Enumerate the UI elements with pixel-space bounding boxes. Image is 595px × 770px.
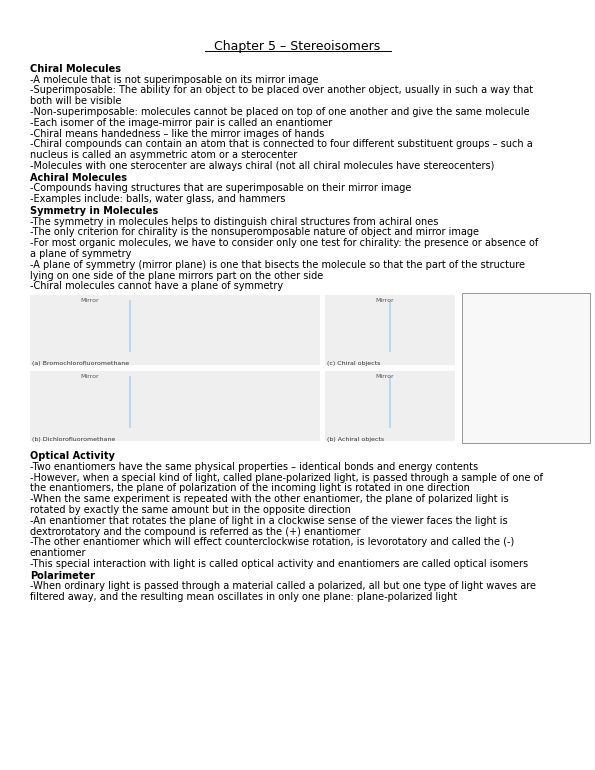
Text: rotated by exactly the same amount but in the opposite direction: rotated by exactly the same amount but i… [30,505,351,515]
FancyBboxPatch shape [325,295,455,365]
Text: -The only criterion for chirality is the nonsuperomposable nature of object and : -The only criterion for chirality is the… [30,227,479,237]
Text: the enantiomers, the plane of polarization of the incoming light is rotated in o: the enantiomers, the plane of polarizati… [30,484,470,494]
Text: -Each isomer of the image-mirror pair is called an enantiomer: -Each isomer of the image-mirror pair is… [30,118,332,128]
Text: Chapter 5 – Stereoisomers: Chapter 5 – Stereoisomers [214,40,381,53]
Text: -This special interaction with light is called optical activity and enantiomers : -This special interaction with light is … [30,559,528,569]
Text: Polarimeter: Polarimeter [30,571,95,581]
Text: (c) Chiral objects: (c) Chiral objects [327,361,380,367]
Text: -Examples include: balls, water glass, and hammers: -Examples include: balls, water glass, a… [30,194,286,204]
Text: -When the same experiment is repeated with the other enantiomer, the plane of po: -When the same experiment is repeated wi… [30,494,509,504]
Text: nucleus is called an asymmetric atom or a sterocenter: nucleus is called an asymmetric atom or … [30,150,298,160]
Text: (b) Achiral objects: (b) Achiral objects [327,437,384,442]
Text: -A molecule that is not superimposable on its mirror image: -A molecule that is not superimposable o… [30,75,318,85]
Text: filtered away, and the resulting mean oscillates in only one plane: plane-polari: filtered away, and the resulting mean os… [30,592,457,602]
Text: -For most organic molecules, we have to consider only one test for chirality: th: -For most organic molecules, we have to … [30,238,538,248]
Text: -Compounds having structures that are superimposable on their mirror image: -Compounds having structures that are su… [30,183,411,193]
FancyBboxPatch shape [462,293,590,444]
Text: -Molecules with one sterocenter are always chiral (not all chiral molecules have: -Molecules with one sterocenter are alwa… [30,161,494,171]
Text: -Superimposable: The ability for an object to be placed over another object, usu: -Superimposable: The ability for an obje… [30,85,533,95]
Text: Mirror: Mirror [375,374,394,379]
Text: -The other enantiomer which will effect counterclockwise rotation, is levorotato: -The other enantiomer which will effect … [30,537,514,547]
Text: -However, when a special kind of light, called plane-polarized light, is passed : -However, when a special kind of light, … [30,473,543,483]
Text: Mirror: Mirror [375,298,394,303]
Text: -Chiral molecules cannot have a plane of symmetry: -Chiral molecules cannot have a plane of… [30,281,283,291]
Text: -Two enantiomers have the same physical properties – identical bonds and energy : -Two enantiomers have the same physical … [30,462,478,472]
FancyBboxPatch shape [30,295,320,365]
Text: (a) Bromochlorofluoromethane: (a) Bromochlorofluoromethane [32,361,129,367]
Text: -A plane of symmetry (mirror plane) is one that bisects the molecule so that the: -A plane of symmetry (mirror plane) is o… [30,259,525,270]
Text: Symmetry in Molecules: Symmetry in Molecules [30,206,158,216]
FancyBboxPatch shape [325,371,455,441]
Text: -The symmetry in molecules helps to distinguish chiral structures from achiral o: -The symmetry in molecules helps to dist… [30,216,439,226]
FancyBboxPatch shape [30,371,320,441]
Text: -An enantiomer that rotates the plane of light in a clockwise sense of the viewe: -An enantiomer that rotates the plane of… [30,516,508,526]
Text: dextrorotatory and the compound is referred as the (+) enantiomer: dextrorotatory and the compound is refer… [30,527,361,537]
Text: a plane of symmetry: a plane of symmetry [30,249,131,259]
Text: -Chiral means handedness – like the mirror images of hands: -Chiral means handedness – like the mirr… [30,129,324,139]
Text: Achiral Molecules: Achiral Molecules [30,172,127,182]
Text: both will be visible: both will be visible [30,96,121,106]
Text: -Non-superimposable: molecules cannot be placed on top of one another and give t: -Non-superimposable: molecules cannot be… [30,107,530,117]
Text: Optical Activity: Optical Activity [30,451,115,461]
Text: -Chiral compounds can contain an atom that is connected to four different substi: -Chiral compounds can contain an atom th… [30,139,533,149]
Text: enantiomer: enantiomer [30,548,86,558]
Text: Chiral Molecules: Chiral Molecules [30,64,121,74]
Text: (b) Dichlorofluoromethane: (b) Dichlorofluoromethane [32,437,115,442]
Text: Mirror: Mirror [80,298,99,303]
Text: lying on one side of the plane mirrors part on the other side: lying on one side of the plane mirrors p… [30,270,323,280]
Text: Mirror: Mirror [80,374,99,379]
Text: -When ordinary light is passed through a material called a polarized, all but on: -When ordinary light is passed through a… [30,581,536,591]
